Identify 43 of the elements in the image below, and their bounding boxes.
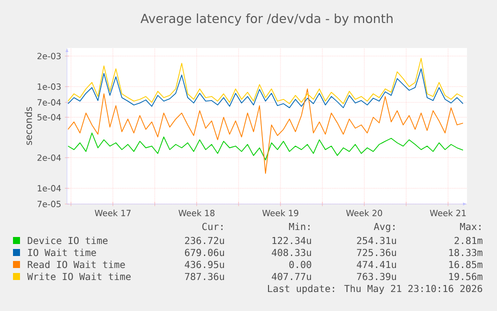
line-series: [68, 68, 464, 108]
y-tick-label: 2e-03: [37, 52, 61, 60]
y-tick-label: 1e-03: [38, 83, 61, 90]
text: 763.39u: [357, 272, 396, 280]
y-tick-label: 7e-05: [38, 200, 61, 208]
text: 474.41u: [356, 261, 396, 268]
text: Last update: Thu May 21 23:10:16 2026: [268, 284, 482, 294]
line-series: [68, 132, 464, 160]
y-tick-label: 7e-04: [38, 99, 61, 106]
text: 122.34u: [272, 236, 311, 244]
text: 408.33u: [272, 248, 311, 256]
y-tick-label: 1e-04: [38, 185, 61, 192]
text: 725.36u: [357, 248, 396, 256]
line-series: [68, 88, 464, 174]
text: 19.56m: [449, 272, 482, 280]
text: 0.00: [289, 260, 312, 268]
x-tick-label: Week 18: [178, 210, 214, 216]
text: Avg:: [374, 223, 394, 232]
legend-label: IO Wait time: [28, 248, 96, 256]
text: 18.33m: [449, 248, 482, 256]
legend-label: Device IO time: [28, 236, 108, 244]
text: 679.06u: [184, 248, 224, 256]
legend-label: Read IO Wait time: [28, 260, 125, 268]
text: 254.31u: [357, 236, 396, 244]
text: Max:: [460, 223, 480, 230]
x-tick-label: Week 19: [262, 210, 298, 216]
y-tick-label: 2e-04: [37, 154, 61, 161]
y-axis-title: seconds: [24, 107, 32, 145]
text: Min:: [289, 222, 310, 230]
line-series: [68, 58, 464, 104]
text: 787.36u: [185, 272, 224, 280]
y-tick-label: 5e-04: [37, 114, 61, 120]
text: 2.81m: [454, 236, 482, 244]
chart-title: Average latency for /dev/vda - by month: [140, 14, 393, 26]
text: 407.77u: [272, 272, 311, 280]
x-tick-label: Week 17: [94, 210, 131, 216]
x-tick-label: Week 21: [430, 210, 466, 216]
text: 236.72u: [185, 236, 224, 244]
text: 436.95u: [184, 260, 224, 268]
legend-label: Write IO Wait time: [27, 272, 131, 280]
x-tick-label: Week 20: [346, 210, 382, 216]
text: Cur:: [202, 222, 222, 230]
text: 16.85m: [449, 260, 482, 268]
